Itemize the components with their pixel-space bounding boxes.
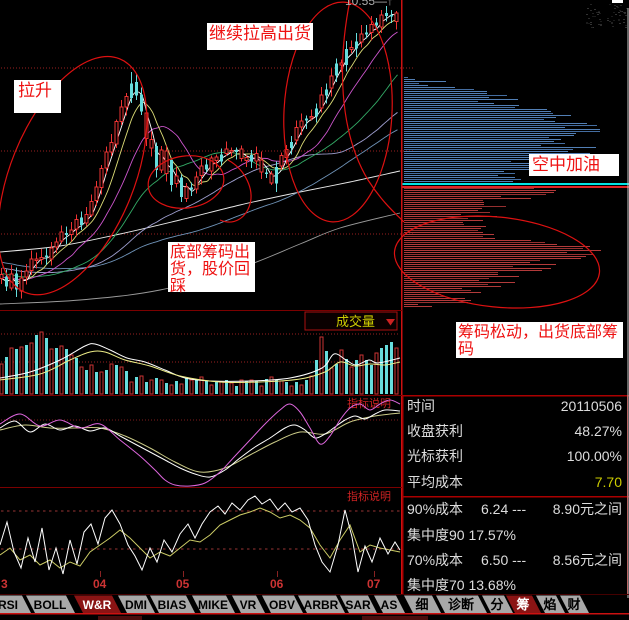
svg-text:W&R: W&R [83, 598, 112, 612]
svg-text:7.70: 7.70 [595, 474, 622, 490]
svg-text:细: 细 [415, 597, 428, 612]
svg-text:20110506: 20110506 [561, 398, 622, 414]
svg-text:6.50 ---: 6.50 --- [481, 552, 526, 568]
svg-text:收盘获利: 收盘获利 [407, 423, 463, 439]
svg-text:底部筹码出: 底部筹码出 [170, 243, 250, 261]
svg-text:财: 财 [567, 597, 580, 612]
svg-text:成交量: 成交量 [336, 314, 375, 329]
svg-text:光标获利: 光标获利 [407, 448, 463, 464]
svg-text:VR: VR [240, 598, 257, 612]
svg-text:诊断: 诊断 [448, 597, 474, 612]
svg-text:10.55—↑: 10.55—↑ [345, 0, 393, 8]
svg-text:平均成本: 平均成本 [407, 474, 463, 490]
svg-text:ARBR: ARBR [304, 598, 339, 612]
svg-text:BOLL: BOLL [34, 598, 67, 612]
svg-text:指标说明: 指标说明 [347, 489, 391, 503]
svg-text:RSI: RSI [0, 598, 18, 612]
svg-text:90%成本: 90%成本 [407, 501, 463, 517]
svg-text:分: 分 [490, 597, 503, 612]
svg-text:MIKE: MIKE [198, 598, 228, 612]
svg-text:货，股价回: 货，股价回 [170, 260, 250, 278]
svg-text:6.24 ---: 6.24 --- [481, 501, 526, 517]
svg-text:05: 05 [176, 577, 190, 591]
svg-text:04: 04 [93, 577, 107, 591]
svg-text:踩: 踩 [170, 277, 186, 295]
svg-text:OBV: OBV [269, 598, 295, 612]
svg-text:时间: 时间 [407, 398, 435, 414]
svg-text:集中度70 13.68%: 集中度70 13.68% [407, 577, 516, 593]
svg-text:06: 06 [270, 577, 284, 591]
svg-text:48.27%: 48.27% [575, 423, 622, 439]
svg-text:70%成本: 70%成本 [407, 552, 463, 568]
svg-text:8.56元之间: 8.56元之间 [553, 552, 622, 568]
svg-text:AS: AS [381, 598, 398, 612]
svg-text:焰: 焰 [543, 597, 556, 612]
svg-text:100.00%: 100.00% [567, 448, 622, 464]
svg-text:DMI: DMI [125, 598, 147, 612]
svg-text:BIAS: BIAS [158, 598, 187, 612]
svg-text:07: 07 [367, 577, 381, 591]
svg-text:筹: 筹 [516, 597, 529, 612]
svg-text:码: 码 [458, 340, 474, 358]
svg-text:8.90元之间: 8.90元之间 [553, 501, 622, 517]
svg-text:3: 3 [1, 577, 8, 591]
svg-text:指标说明: 指标说明 [347, 396, 391, 410]
svg-text:拉升: 拉升 [18, 81, 52, 100]
svg-text:SAR: SAR [345, 598, 371, 612]
svg-text:集中度90 17.57%: 集中度90 17.57% [407, 527, 516, 543]
svg-text:空中加油: 空中加油 [532, 155, 600, 174]
svg-text:筹码松动，出货底部筹: 筹码松动，出货底部筹 [458, 323, 618, 341]
svg-text:继续拉高出货: 继续拉高出货 [209, 24, 311, 43]
